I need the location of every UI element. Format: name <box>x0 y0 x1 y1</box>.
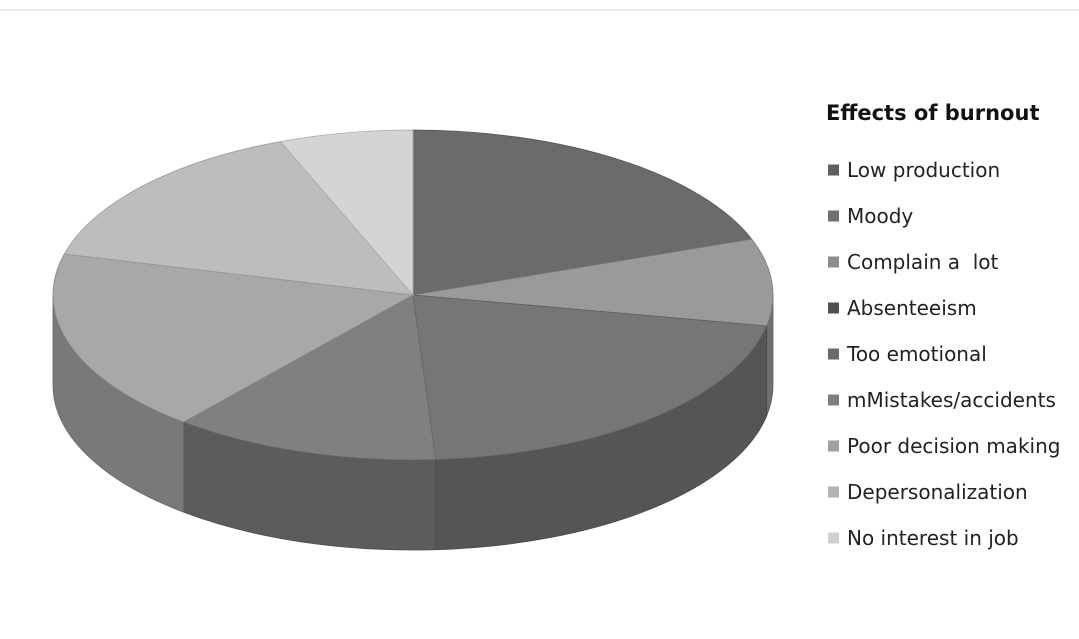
legend-swatch-5 <box>828 349 839 360</box>
legend-label-3: Complain a lot <box>847 250 999 274</box>
legend-label-4: Absenteeism <box>847 296 977 320</box>
legend-label-2: Moody <box>847 204 913 228</box>
legend-label-6: mMistakes/accidents <box>847 388 1056 412</box>
legend-label-5: Too emotional <box>846 342 987 366</box>
legend-swatch-1 <box>828 165 839 176</box>
legend-swatch-3 <box>828 257 839 268</box>
pie-group <box>53 130 773 550</box>
legend-swatch-9 <box>828 533 839 544</box>
legend: Effects of burnout Low production Moody Co… <box>826 101 1060 550</box>
legend-swatch-6 <box>828 395 839 406</box>
legend-label-7: Poor decision making <box>847 434 1060 458</box>
legend-swatch-2 <box>828 211 839 222</box>
legend-swatch-8 <box>828 487 839 498</box>
legend-label-1: Low production <box>847 158 1000 182</box>
legend-swatch-4 <box>828 303 839 314</box>
legend-label-9: No interest in job <box>847 526 1019 550</box>
legend-swatch-7 <box>828 441 839 452</box>
legend-label-8: Depersonalization <box>847 480 1028 504</box>
legend-title: Effects of burnout <box>826 101 1039 125</box>
